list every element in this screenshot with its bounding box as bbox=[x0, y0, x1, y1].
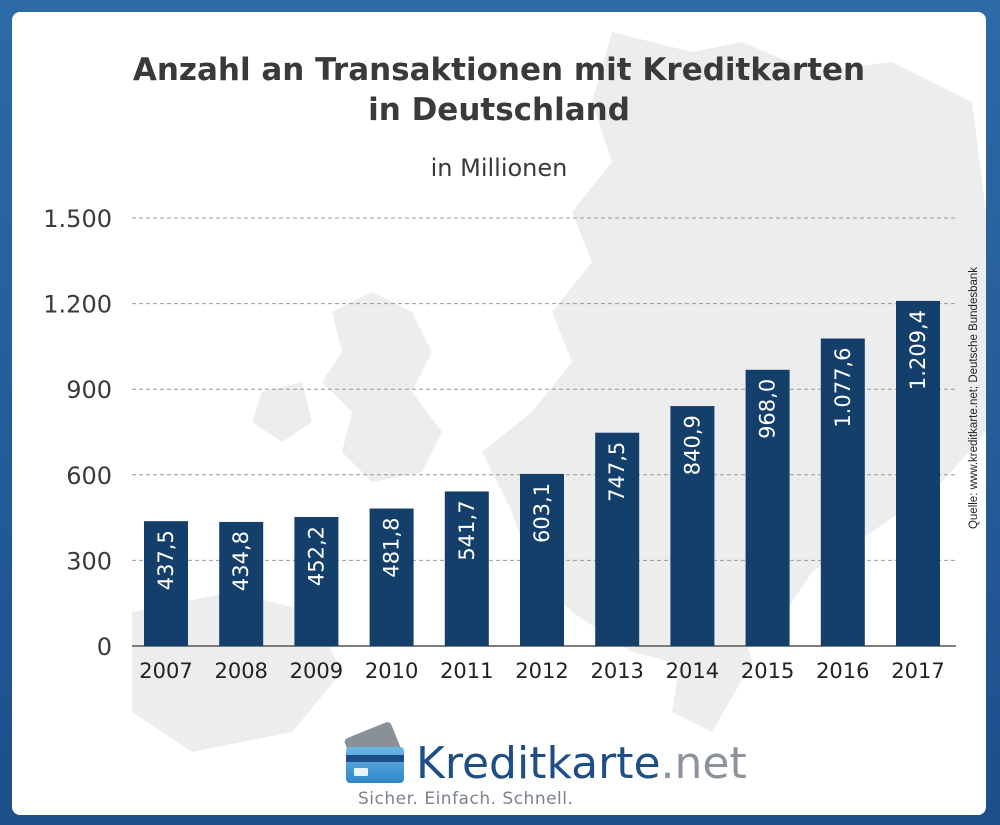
y-tick-label: 1.200 bbox=[43, 291, 112, 319]
chart-title: Anzahl an Transaktionen mit Kreditkarten… bbox=[12, 50, 986, 130]
kreditkarte-logo[interactable]: Kreditkarte.net Sicher. Einfach. Schnell… bbox=[340, 720, 747, 815]
logo-name: Kreditkarte bbox=[416, 738, 661, 789]
bar-2017 bbox=[896, 300, 940, 646]
chart-subtitle: in Millionen bbox=[430, 154, 568, 182]
y-tick-label: 0 bbox=[97, 633, 112, 661]
bar-2013 bbox=[595, 432, 640, 646]
x-tick-label: 2011 bbox=[440, 659, 493, 683]
bar-value-label: 452,2 bbox=[304, 526, 328, 586]
logo-tagline: Sicher. Einfach. Schnell. bbox=[358, 789, 574, 809]
bar-value-label: 747,5 bbox=[605, 442, 629, 502]
bar-value-label: 968,0 bbox=[756, 379, 780, 439]
bar-value-label: 481,8 bbox=[380, 518, 404, 578]
x-tick-label: 2017 bbox=[891, 659, 944, 683]
bar-value-label: 840,9 bbox=[680, 415, 704, 475]
bar-2009 bbox=[294, 516, 339, 646]
x-tick-label: 2009 bbox=[290, 659, 343, 683]
y-tick-label: 1.500 bbox=[43, 205, 112, 233]
bar-value-label: 1.209,4 bbox=[906, 310, 930, 390]
bar-2007 bbox=[144, 521, 188, 646]
logo-tld: .net bbox=[660, 738, 747, 789]
x-tick-label: 2015 bbox=[741, 659, 794, 683]
credit-card-icon bbox=[346, 747, 404, 783]
bar-2015 bbox=[745, 369, 790, 646]
x-tick-label: 2013 bbox=[590, 659, 643, 683]
bar-value-label: 541,7 bbox=[455, 500, 479, 560]
x-tick-label: 2007 bbox=[139, 659, 192, 683]
x-axis-tick-labels: 2007 2008 2009 2010 2011 2012 2013 2014 2015 2016… bbox=[139, 659, 944, 683]
bar-2010 bbox=[369, 508, 414, 646]
bar-2012 bbox=[520, 473, 564, 646]
logo-wordmark: Kreditkarte.net bbox=[416, 739, 747, 789]
x-tick-label: 2014 bbox=[666, 659, 719, 683]
y-tick-label: 900 bbox=[66, 376, 112, 404]
bar-2016 bbox=[820, 338, 865, 646]
source-note: Quelle: www.kreditkarte.net; Deutsche Bu… bbox=[968, 266, 980, 530]
y-axis-tick-labels: 0 300 600 900 1.200 1.500 bbox=[43, 205, 112, 661]
y-tick-label: 600 bbox=[66, 462, 112, 490]
x-tick-label: 2016 bbox=[816, 659, 869, 683]
x-tick-label: 2012 bbox=[515, 659, 568, 683]
bar-2008 bbox=[219, 521, 264, 646]
bar-2011 bbox=[444, 491, 489, 646]
bar-value-label: 437,5 bbox=[154, 530, 178, 590]
bar-2014 bbox=[670, 406, 715, 646]
chart-card: Anzahl an Transaktionen mit Kreditkarten… bbox=[12, 12, 986, 815]
x-tick-label: 2010 bbox=[365, 659, 418, 683]
chart-title-line-2: in Deutschland bbox=[368, 92, 630, 128]
bar-chart: 0 300 600 900 1.200 1.500 437,5 434,8 452,2 481,… bbox=[43, 205, 956, 683]
x-tick-label: 2008 bbox=[214, 659, 267, 683]
bar-value-label: 1.077,6 bbox=[831, 348, 855, 428]
bar-value-label: 434,8 bbox=[229, 531, 253, 591]
bar-value-label: 603,1 bbox=[530, 483, 554, 543]
y-tick-label: 300 bbox=[66, 547, 112, 575]
bars: 437,5 434,8 452,2 481,8 541,7 603,1 747,5 840,9… bbox=[144, 300, 940, 646]
chart-title-line-1: Anzahl an Transaktionen mit Kreditkarten bbox=[132, 52, 866, 88]
